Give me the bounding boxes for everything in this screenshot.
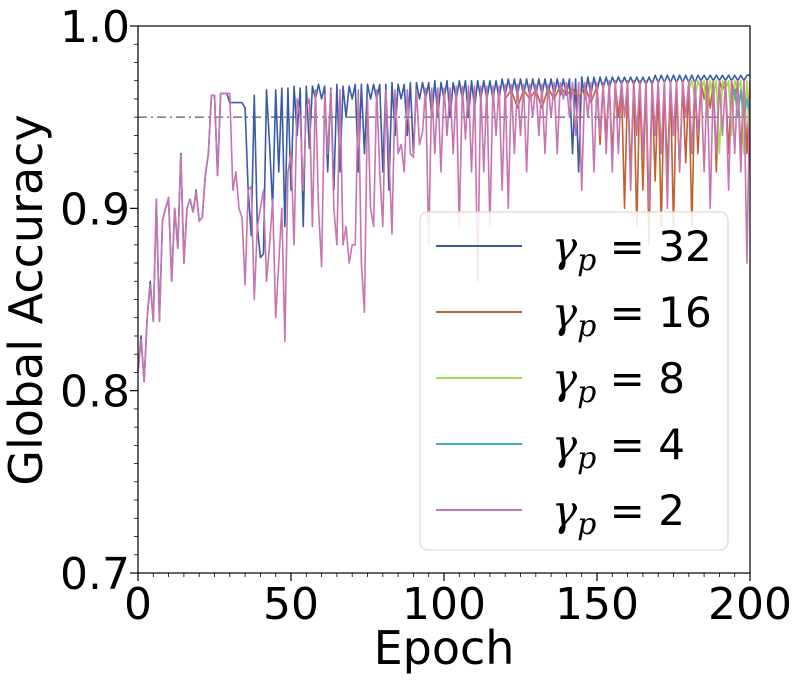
legend: γp = 32 γp = 16 γp = 8 γp = 4 γp = 2 — [419, 211, 729, 551]
legend-label-16: γp = 16 — [552, 288, 712, 344]
y-tick-label: 0.9 — [60, 184, 130, 235]
x-tick-label: 0 — [124, 579, 152, 630]
legend-label-32: γp = 32 — [552, 222, 712, 278]
x-tick-label: 50 — [263, 579, 319, 630]
legend-label-4: γp = 4 — [552, 420, 685, 476]
x-tick-label: 100 — [402, 579, 486, 630]
series-line-2 — [138, 79, 750, 383]
y-tick-label: 0.8 — [60, 367, 130, 418]
series-line-4 — [730, 89, 750, 118]
x-axis-label: Epoch — [374, 621, 515, 675]
y-tick-label: 1.0 — [60, 2, 130, 53]
y-tick-label: 0.7 — [60, 549, 130, 600]
legend-box — [419, 211, 729, 551]
x-axis: 0 50 100 150 200 — [124, 573, 792, 630]
x-tick-label: 200 — [708, 579, 792, 630]
legend-label-8: γp = 8 — [552, 354, 685, 410]
y-axis: 0.7 0.8 0.9 1.0 — [60, 2, 138, 600]
x-tick-label: 150 — [555, 579, 639, 630]
y-axis-label: Global Accuracy — [0, 114, 53, 485]
legend-label-2: γp = 2 — [552, 486, 685, 542]
series-layer — [138, 74, 750, 383]
series-line-8 — [688, 79, 750, 155]
